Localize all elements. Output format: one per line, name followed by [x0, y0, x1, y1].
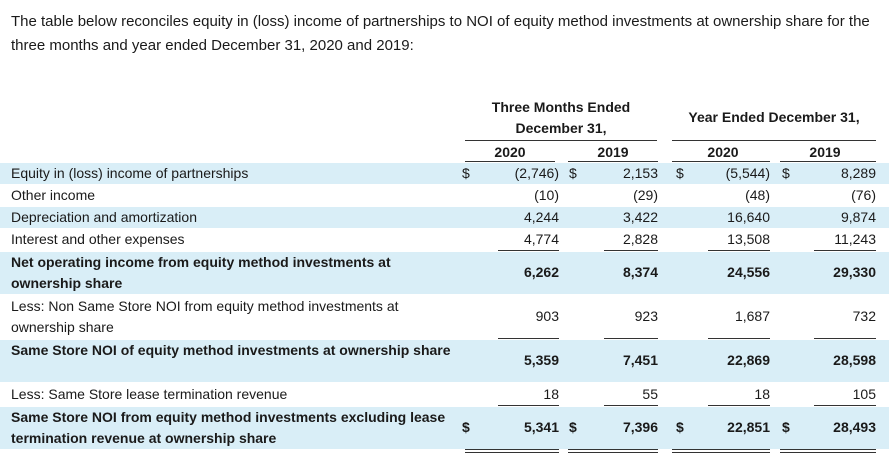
subtotal-underline [498, 250, 559, 251]
row-label: Less: Same Store lease termination reven… [11, 386, 288, 402]
dollar-sign: $ [462, 165, 470, 181]
row-label: Other income [11, 187, 96, 203]
subtotal-underline [814, 405, 876, 406]
subtotal-underline [604, 250, 658, 251]
table-row: Net operating income from equity method … [0, 252, 889, 294]
value-ye-2020: 22,851 [727, 419, 770, 435]
year-header-underline [465, 161, 555, 162]
table-row: Less: Non Same Store NOI from equity met… [0, 296, 889, 338]
subtotal-underline [498, 338, 559, 339]
value-3m-2020: 5,359 [523, 352, 559, 368]
value-ye-2020: 1,687 [734, 308, 770, 324]
value-ye-2019: 28,598 [833, 352, 876, 368]
total-double-underline [672, 449, 770, 453]
row-label: Depreciation and amortization [11, 209, 197, 225]
value-3m-2020: 18 [543, 386, 559, 402]
value-3m-2020: 4,774 [523, 231, 559, 247]
value-3m-2019: 8,374 [622, 264, 658, 280]
value-3m-2020: 5,341 [523, 419, 559, 435]
value-3m-2019: 3,422 [622, 209, 658, 225]
subtotal-underline [814, 250, 876, 251]
header-three-months: Three Months Ended December 31, [491, 99, 631, 136]
value-ye-2019: 29,330 [833, 264, 876, 280]
year-header-underline [568, 161, 658, 162]
value-3m-2019: 7,451 [622, 352, 658, 368]
dollar-sign: $ [676, 165, 684, 181]
dollar-sign: $ [782, 165, 790, 181]
subtotal-underline [498, 405, 559, 406]
value-3m-2020: (2,746) [514, 165, 559, 181]
value-ye-2019: 732 [852, 308, 876, 324]
value-3m-2020: 4,244 [523, 209, 559, 225]
table-row: Less: Same Store lease termination reven… [0, 384, 889, 405]
subtotal-underline [604, 338, 658, 339]
value-ye-2020: 24,556 [727, 264, 770, 280]
value-ye-2019: 8,289 [840, 165, 876, 181]
row-label: Same Store NOI from equity method invest… [11, 409, 446, 446]
table-row: Equity in (loss) income of partnerships … [0, 163, 889, 184]
table-row: Interest and other expenses 4,774 2,828 … [0, 229, 889, 250]
year-header-3m-2020: 2020 [494, 144, 526, 160]
value-ye-2020: (48) [745, 187, 770, 203]
dollar-sign: $ [569, 419, 577, 435]
value-3m-2019: 923 [634, 308, 658, 324]
intro-paragraph: The table below reconciles equity in (lo… [11, 13, 870, 54]
value-ye-2019: 28,493 [833, 419, 876, 435]
value-3m-2020: 6,262 [523, 264, 559, 280]
row-label: Interest and other expenses [11, 231, 185, 247]
value-ye-2020: 18 [754, 386, 770, 402]
value-3m-2019: (29) [633, 187, 658, 203]
header-three-months-underline [465, 140, 657, 141]
value-3m-2019: 2,828 [622, 231, 658, 247]
value-ye-2019: (76) [851, 187, 876, 203]
total-double-underline [780, 449, 876, 453]
table-row: Same Store NOI from equity method invest… [0, 407, 889, 449]
row-label: Net operating income from equity method … [11, 254, 391, 291]
dollar-sign: $ [462, 419, 470, 435]
header-year-ended: Year Ended December 31, [688, 109, 860, 125]
value-ye-2019: 9,874 [840, 209, 876, 225]
value-ye-2020: (5,544) [725, 165, 770, 181]
table-row: Depreciation and amortization 4,244 3,42… [0, 207, 889, 228]
subtotal-underline [708, 405, 770, 406]
row-label: Equity in (loss) income of partnerships [11, 165, 249, 181]
header-year-ended-underline [672, 140, 876, 141]
value-ye-2020: 13,508 [727, 231, 770, 247]
subtotal-underline [604, 405, 658, 406]
year-header-underline [672, 161, 770, 162]
value-3m-2020: 903 [535, 308, 559, 324]
value-3m-2019: 2,153 [622, 165, 658, 181]
value-3m-2020: (10) [534, 187, 559, 203]
row-label: Same Store NOI of equity method investme… [11, 342, 451, 358]
value-ye-2019: 11,243 [834, 231, 876, 247]
year-header-3m-2019: 2019 [597, 144, 629, 160]
value-3m-2019: 7,396 [622, 419, 658, 435]
value-ye-2019: 105 [852, 386, 876, 402]
year-header-ye-2019: 2019 [809, 144, 841, 160]
dollar-sign: $ [569, 165, 577, 181]
subtotal-underline [814, 338, 876, 339]
value-3m-2019: 55 [642, 386, 658, 402]
dollar-sign: $ [782, 419, 790, 435]
total-double-underline [568, 449, 658, 453]
total-double-underline [465, 449, 559, 453]
table-row: Other income (10) (29) (48) (76) [0, 185, 889, 206]
value-ye-2020: 16,640 [727, 209, 770, 225]
year-header-ye-2020: 2020 [707, 144, 739, 160]
year-header-underline [780, 161, 876, 162]
subtotal-underline [708, 250, 770, 251]
table-row: Same Store NOI of equity method investme… [0, 340, 889, 382]
subtotal-underline [708, 338, 770, 339]
row-label: Less: Non Same Store NOI from equity met… [11, 298, 399, 335]
value-ye-2020: 22,869 [727, 352, 770, 368]
dollar-sign: $ [676, 419, 684, 435]
